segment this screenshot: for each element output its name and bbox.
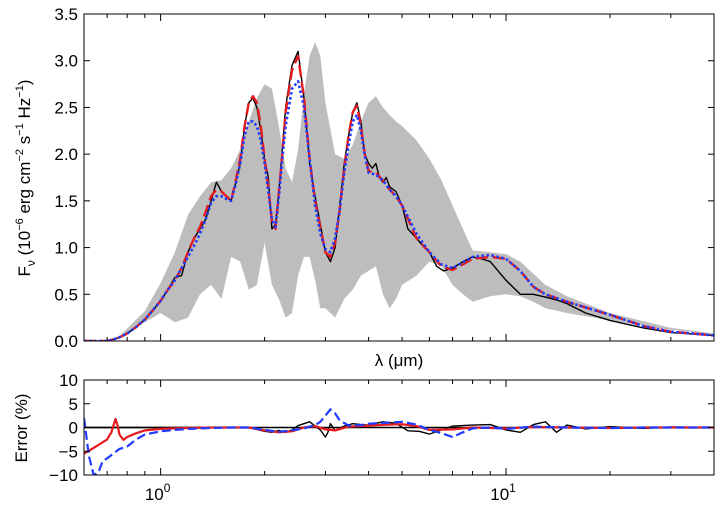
bottom-series-line-1	[84, 417, 714, 455]
y-tick-label: 0	[69, 419, 78, 438]
y-tick-label: 1.0	[54, 239, 78, 258]
bottom-panel: −10 −5 0 5 10 100 101 Error (%)	[12, 371, 715, 504]
top-axes-frame	[83, 13, 715, 342]
top-x-axis-label: λ (μm)	[375, 351, 424, 370]
y-tick-label: 5	[69, 395, 78, 414]
bottom-x-ticks: 100 101	[83, 380, 715, 504]
top-y-ticks: 0.0 0.5 1.0 1.5 2.0 2.5 3.0 3.5	[54, 5, 714, 351]
y-tick-label: 2.0	[54, 145, 78, 164]
top-x-ticks	[83, 14, 715, 341]
top-series-band	[84, 42, 714, 341]
bottom-series-line-2	[84, 408, 714, 475]
y-tick-label: −5	[59, 442, 78, 461]
top-series-line-2	[84, 54, 714, 341]
y-tick-label: 0.0	[54, 332, 78, 351]
bottom-y-axis-label: Error (%)	[12, 394, 31, 463]
x-tick-label: 101	[490, 481, 516, 504]
bottom-y-ticks: −10 −5 0 5 10	[49, 371, 714, 485]
y-tick-label: 3.5	[54, 5, 78, 24]
y-tick-label: 10	[59, 371, 78, 390]
y-tick-label: 0.5	[54, 285, 78, 304]
x-tick-label: 100	[145, 481, 171, 504]
y-tick-label: 2.5	[54, 98, 78, 117]
bottom-series	[84, 408, 714, 475]
y-tick-label: −10	[49, 466, 78, 485]
top-y-axis-label: Fν (10−6 erg cm−2 s−1 Hz−1)	[14, 80, 38, 277]
y-tick-label: 1.5	[54, 192, 78, 211]
top-series	[84, 42, 714, 341]
top-panel: 0.0 0.5 1.0 1.5 2.0 2.5 3.0 3.5 Fν (10−6 erg cm…	[14, 5, 715, 370]
y-tick-label: 3.0	[54, 52, 78, 71]
